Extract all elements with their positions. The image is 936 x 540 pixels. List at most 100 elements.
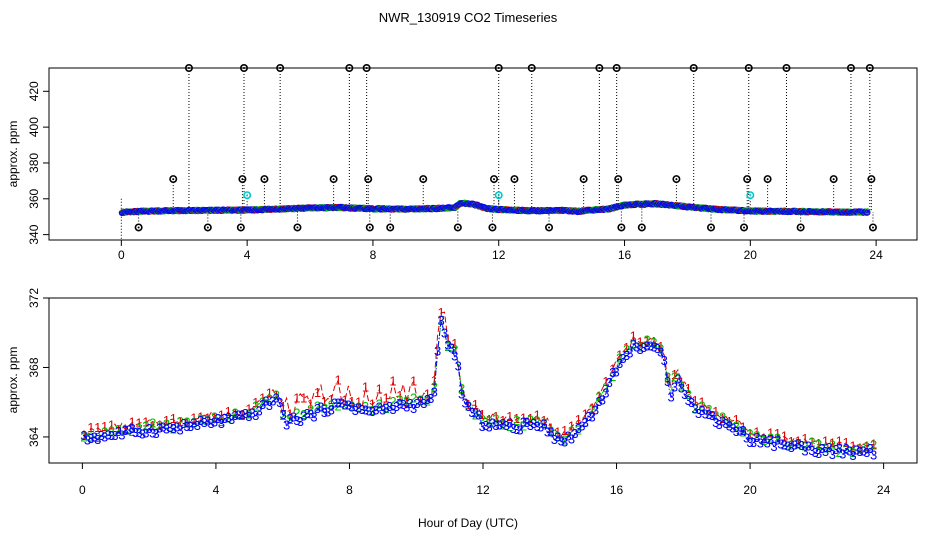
- series-point-3: 3: [829, 447, 836, 462]
- series-point-3: 3: [688, 395, 695, 410]
- series-point-3: 3: [111, 428, 118, 443]
- series-point-3: 3: [626, 345, 633, 360]
- series-point-2: 2: [183, 414, 190, 429]
- x-tick-label: 16: [610, 483, 624, 497]
- series-point-2: 2: [540, 415, 547, 430]
- series-point-2: 2: [767, 430, 774, 445]
- series-point-3: 3: [520, 415, 527, 430]
- series-point-2: 2: [719, 409, 726, 424]
- series-point-3: 3: [87, 431, 94, 446]
- series-point-3: 3: [242, 406, 249, 421]
- series-point-1: 1: [520, 410, 527, 425]
- series-point-2: 2: [231, 406, 238, 421]
- series-point-2: 2: [328, 398, 335, 413]
- series-point-3: 3: [671, 379, 678, 394]
- series-point-2: 2: [403, 393, 410, 408]
- series-point-3: 3: [801, 443, 808, 458]
- outlier-marker: [453, 223, 462, 232]
- series-point-2: 2: [623, 342, 630, 357]
- series-point-1: 1: [815, 436, 822, 451]
- outlier-marker: [494, 191, 503, 200]
- series-point-2: 2: [101, 424, 108, 439]
- series-point-1: 1: [444, 332, 451, 347]
- x-axis-label: Hour of Day (UTC): [418, 516, 518, 530]
- series-point-1: 1: [843, 435, 850, 450]
- series-point-3: 3: [204, 414, 211, 429]
- series-point-3: 3: [314, 401, 321, 416]
- series-point-3: 3: [530, 416, 537, 431]
- series-point-3: 3: [262, 393, 269, 408]
- series-point-3: 3: [338, 395, 345, 410]
- series-point-1: 1: [774, 426, 781, 441]
- outlier-marker: [345, 64, 354, 73]
- series-point-2: 2: [252, 399, 259, 414]
- outlier-marker: [293, 223, 302, 232]
- series-point-2: 2: [609, 369, 616, 384]
- series-point-1: 1: [211, 411, 218, 426]
- series-point-3: 3: [307, 406, 314, 421]
- outlier-marker: [829, 175, 838, 184]
- series-point-1: 1: [383, 391, 390, 406]
- x-tick-label: 4: [244, 248, 251, 262]
- series-point-3: 3: [716, 417, 723, 432]
- series-point-3: 3: [218, 416, 225, 431]
- series-point-3: 3: [300, 409, 307, 424]
- outlier-marker: [617, 223, 626, 232]
- series-point-3: 3: [108, 428, 115, 443]
- series-point-2: 2: [245, 407, 252, 422]
- x-tick-label: 0: [79, 483, 86, 497]
- series-point-3: 3: [760, 432, 767, 447]
- outlier-marker: [846, 64, 855, 73]
- series-point-2: 2: [506, 419, 513, 434]
- bottom-y-axis-label: approx. ppm: [6, 347, 20, 414]
- outlier-marker: [672, 175, 681, 184]
- series-point-3: 3: [413, 396, 420, 411]
- series-point-2: 2: [856, 441, 863, 456]
- outlier-marker: [527, 64, 536, 73]
- series-point-3: 3: [578, 419, 585, 434]
- outlier-marker-dot: [582, 178, 585, 181]
- series-point-2: 2: [643, 332, 650, 347]
- series-point-2: 2: [300, 407, 307, 422]
- series-point-3: 3: [118, 427, 125, 442]
- outlier-marker-dot: [675, 178, 678, 181]
- series-point-1: 1: [307, 397, 314, 412]
- series-point-3: 3: [616, 356, 623, 371]
- outlier-marker-dot: [785, 67, 788, 69]
- outlier-marker-dot: [530, 67, 533, 69]
- series-point-3: 3: [201, 415, 208, 430]
- series-point-3: 3: [595, 394, 602, 409]
- series-point-3: 3: [506, 415, 513, 430]
- outlier-marker-dot: [296, 226, 299, 229]
- series-point-2: 2: [698, 399, 705, 414]
- outlier-marker: [612, 64, 621, 73]
- data-point: [864, 209, 871, 216]
- series-point-2: 2: [815, 437, 822, 452]
- series-point-2: 2: [588, 402, 595, 417]
- y-tick-label: 360: [27, 188, 41, 208]
- series-point-2: 2: [726, 416, 733, 431]
- series-point-2: 2: [156, 418, 163, 433]
- x-tick-label: 0: [118, 248, 125, 262]
- series-point-3: 3: [486, 420, 493, 435]
- series-point-3: 3: [794, 436, 801, 451]
- series-point-3: 3: [461, 396, 468, 411]
- series-point-1: 1: [348, 394, 355, 409]
- series-point-2: 2: [94, 430, 101, 445]
- series-point-3: 3: [812, 445, 819, 460]
- series-point-3: 3: [825, 440, 832, 455]
- series-point-1: 1: [664, 371, 671, 386]
- series-point-1: 1: [568, 419, 575, 434]
- series-point-3: 3: [94, 432, 101, 447]
- outlier-marker: [740, 223, 749, 232]
- series-point-3: 3: [444, 338, 451, 353]
- series-point-3: 3: [183, 419, 190, 434]
- series-point-3: 3: [128, 421, 135, 436]
- series-point-2: 2: [733, 419, 740, 434]
- series-point-2: 2: [410, 391, 417, 406]
- series-point-3: 3: [767, 432, 774, 447]
- outlier-marker-dot: [746, 178, 749, 181]
- series-point-2: 2: [746, 427, 753, 442]
- series-point-3: 3: [853, 443, 860, 458]
- series-point-3: 3: [836, 441, 843, 456]
